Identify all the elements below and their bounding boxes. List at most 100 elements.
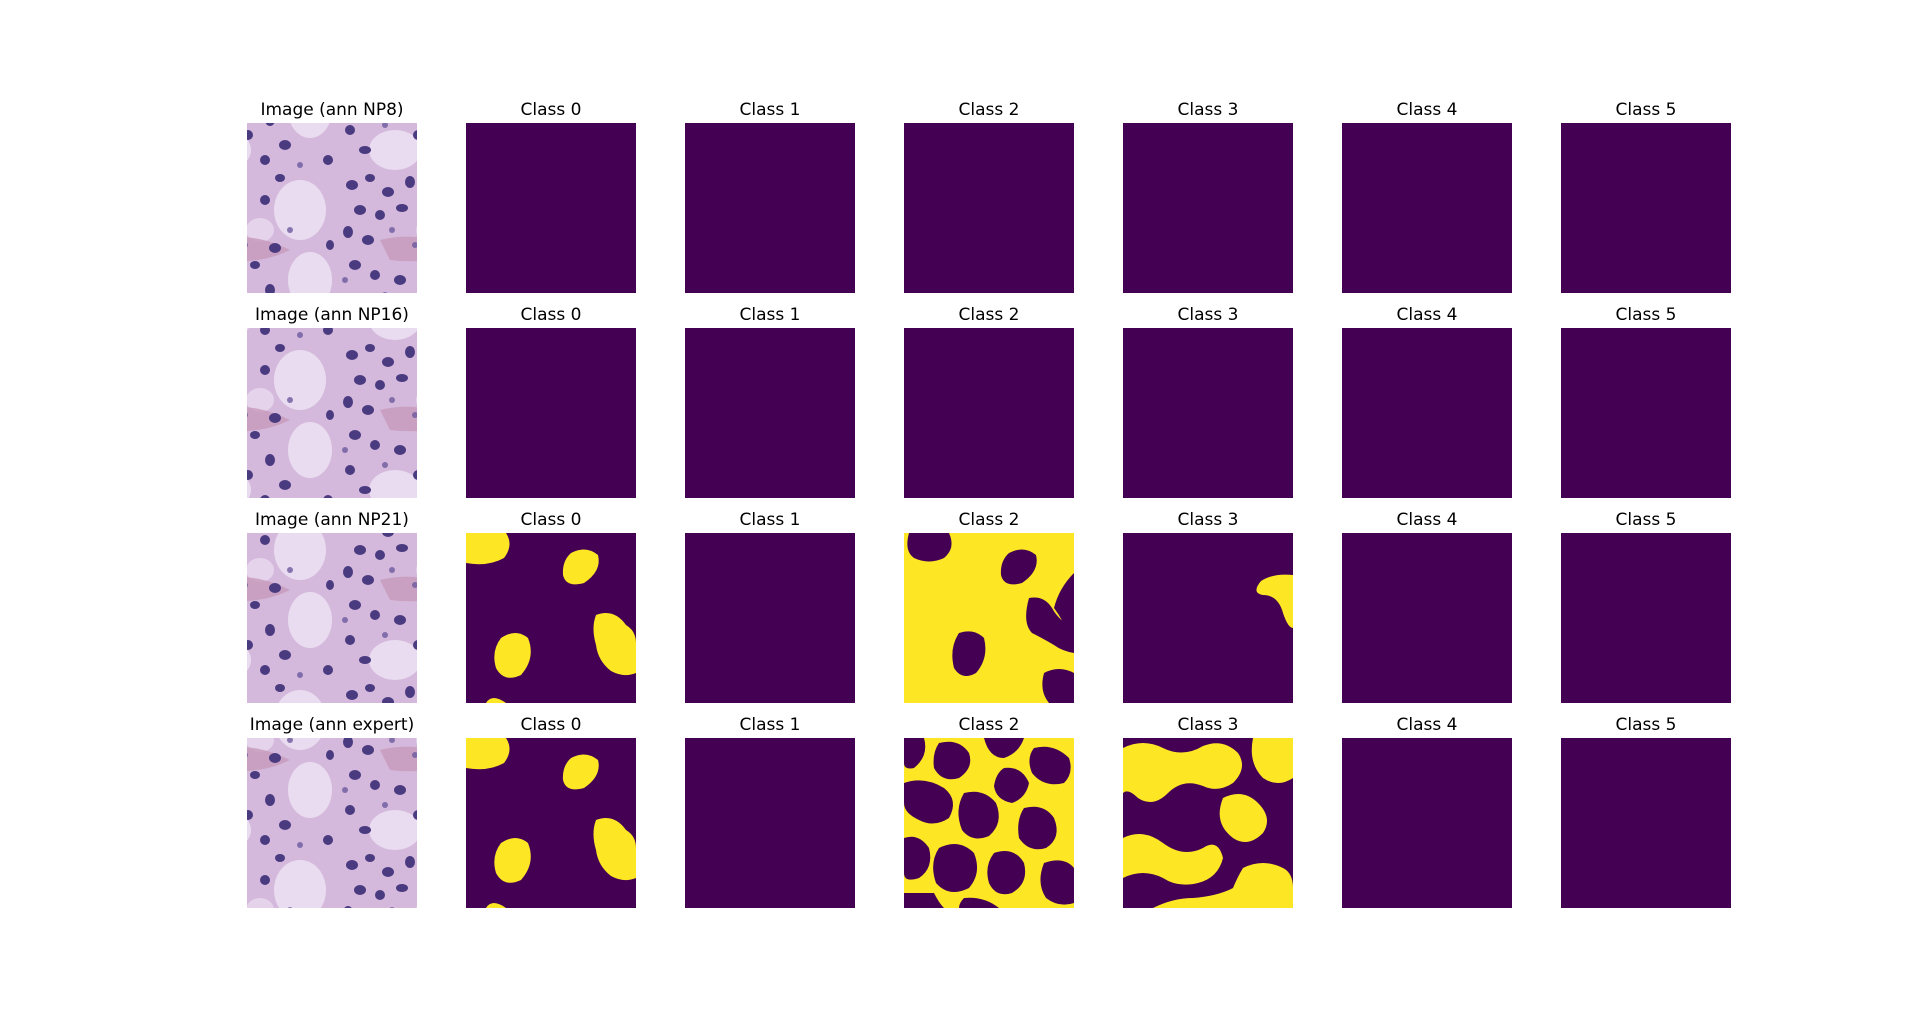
mask-hole xyxy=(1042,669,1074,703)
mask-background xyxy=(1561,533,1731,703)
image-panel-title: Image (ann NP16) xyxy=(255,305,409,325)
class-mask-panel: Class 2 xyxy=(904,100,1074,293)
class-mask-panel: Class 0 xyxy=(466,715,636,908)
mask-hole xyxy=(933,844,978,892)
mask-background xyxy=(1123,328,1293,498)
image-panel: Image (ann NP8) xyxy=(247,100,417,293)
mask-region xyxy=(1219,794,1267,842)
class-mask-panel: Class 5 xyxy=(1561,305,1731,498)
mask-region xyxy=(494,838,531,883)
class-mask-panel: Class 5 xyxy=(1561,100,1731,293)
class-mask-panel: Class 3 xyxy=(1123,715,1293,908)
image-panel: Image (ann NP21) xyxy=(247,510,417,703)
mask-region xyxy=(466,738,510,770)
mask-background xyxy=(1342,533,1512,703)
class-mask-panel: Class 4 xyxy=(1342,305,1512,498)
mask-hole xyxy=(987,850,1026,895)
class-mask-panel: Class 3 xyxy=(1123,100,1293,293)
class-mask-title: Class 1 xyxy=(740,100,801,120)
mask-region xyxy=(1251,738,1293,783)
class-mask-panel: Class 4 xyxy=(1342,100,1512,293)
histology-image xyxy=(247,328,417,498)
class-mask-title: Class 4 xyxy=(1397,305,1458,325)
class-mask-title: Class 1 xyxy=(740,510,801,530)
mask-region xyxy=(593,612,636,676)
mask-background xyxy=(685,738,855,908)
class-mask-panel: Class 2 xyxy=(904,305,1074,498)
mask-background xyxy=(904,328,1074,498)
mask-region xyxy=(1256,574,1293,628)
mask-hole xyxy=(1000,549,1037,585)
class-mask-title: Class 0 xyxy=(521,100,582,120)
class-mask-title: Class 3 xyxy=(1178,100,1239,120)
mask-background xyxy=(466,123,636,293)
mask-region xyxy=(466,533,510,565)
mask-region xyxy=(486,903,506,908)
class-mask-title: Class 1 xyxy=(740,715,801,735)
mask-background xyxy=(1561,123,1731,293)
mask-background xyxy=(1123,533,1293,703)
class-mask-title: Class 5 xyxy=(1616,510,1677,530)
class-mask-title: Class 3 xyxy=(1178,715,1239,735)
mask-hole xyxy=(904,780,953,824)
histology-image xyxy=(247,123,417,293)
mask-region xyxy=(904,533,1074,703)
class-mask-panel: Class 0 xyxy=(466,305,636,498)
class-mask-panel: Class 2 xyxy=(904,715,1074,908)
class-mask-panel: Class 2 xyxy=(904,510,1074,703)
mask-hole xyxy=(933,741,971,780)
mask-hole xyxy=(958,791,999,839)
class-mask-panel: Class 1 xyxy=(685,305,855,498)
class-mask-panel: Class 0 xyxy=(466,100,636,293)
class-mask-title: Class 5 xyxy=(1616,715,1677,735)
class-mask-title: Class 3 xyxy=(1178,510,1239,530)
class-mask-title: Class 0 xyxy=(521,715,582,735)
mask-hole xyxy=(959,897,999,908)
class-mask-title: Class 3 xyxy=(1178,305,1239,325)
mask-hole xyxy=(904,893,944,908)
class-mask-title: Class 0 xyxy=(521,510,582,530)
image-panel: Image (ann expert) xyxy=(247,715,417,908)
class-mask-title: Class 4 xyxy=(1397,100,1458,120)
mask-background xyxy=(685,328,855,498)
class-mask-panel: Class 4 xyxy=(1342,510,1512,703)
mask-region xyxy=(486,698,506,703)
class-mask-panel: Class 1 xyxy=(685,100,855,293)
image-panel-title: Image (ann NP8) xyxy=(260,100,403,120)
mask-region xyxy=(494,633,531,678)
class-mask-panel: Class 0 xyxy=(466,510,636,703)
class-mask-title: Class 2 xyxy=(959,510,1020,530)
image-panel-title: Image (ann NP21) xyxy=(255,510,409,530)
class-mask-panel: Class 5 xyxy=(1561,715,1731,908)
mask-background xyxy=(1561,328,1731,498)
mask-background xyxy=(1342,123,1512,293)
class-mask-title: Class 4 xyxy=(1397,715,1458,735)
class-mask-title: Class 5 xyxy=(1616,100,1677,120)
mask-hole xyxy=(904,836,931,880)
mask-hole xyxy=(907,533,952,562)
class-mask-panel: Class 1 xyxy=(685,510,855,703)
mask-hole xyxy=(984,738,1024,758)
class-mask-title: Class 0 xyxy=(521,305,582,325)
image-panel-title: Image (ann expert) xyxy=(250,715,414,735)
class-mask-panel: Class 3 xyxy=(1123,305,1293,498)
mask-background xyxy=(685,533,855,703)
mask-region xyxy=(1153,863,1293,908)
histology-image xyxy=(247,738,417,908)
mask-region xyxy=(593,817,636,881)
mask-region xyxy=(562,549,599,585)
class-mask-panel: Class 5 xyxy=(1561,510,1731,703)
class-mask-title: Class 2 xyxy=(959,305,1020,325)
mask-background xyxy=(1342,328,1512,498)
class-mask-panel: Class 4 xyxy=(1342,715,1512,908)
mask-hole xyxy=(1018,806,1057,850)
class-mask-title: Class 5 xyxy=(1616,305,1677,325)
mask-background xyxy=(904,123,1074,293)
class-mask-title: Class 4 xyxy=(1397,510,1458,530)
mask-hole xyxy=(1029,746,1071,785)
class-mask-panel: Class 3 xyxy=(1123,510,1293,703)
mask-region xyxy=(1123,743,1242,802)
mask-hole xyxy=(1040,860,1074,905)
class-mask-title: Class 2 xyxy=(959,715,1020,735)
